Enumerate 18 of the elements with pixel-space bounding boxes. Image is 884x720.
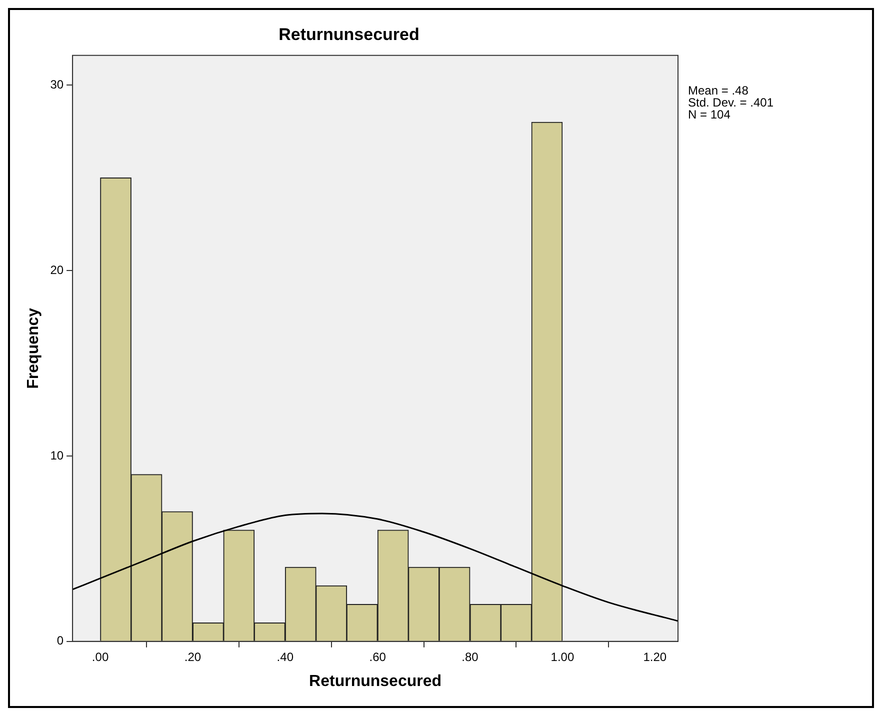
line-series <box>72 512 678 622</box>
x-axis-title: Returnunsecured <box>309 672 442 690</box>
x-tick-label: .40 <box>276 650 294 664</box>
x-tick-label: .20 <box>184 650 202 664</box>
text: N = 104 <box>688 108 731 122</box>
x-tick-label: .00 <box>92 650 109 664</box>
text: Mean = .48 <box>688 84 749 98</box>
y-tick-label: 0 <box>56 634 64 648</box>
y-axis-title: Frequency <box>25 308 42 389</box>
y-tick-label: 10 <box>50 448 64 462</box>
x-tick-label: .80 <box>462 650 479 664</box>
chart-title: Returnunsecured <box>278 24 420 44</box>
text: Std. Dev. = .401 <box>688 96 774 110</box>
x-tick-label: .60 <box>369 650 386 664</box>
x-tick-label: 1.00 <box>550 650 574 664</box>
y-tick-label: 30 <box>50 77 64 92</box>
y-tick-label: 20 <box>50 262 64 277</box>
x-tick-label: 1.20 <box>643 650 667 664</box>
